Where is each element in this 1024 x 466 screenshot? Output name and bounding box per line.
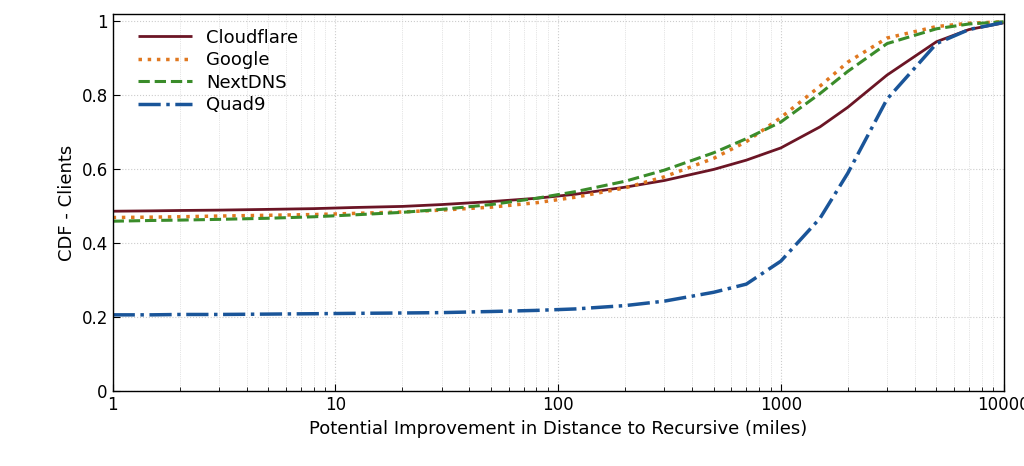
- Cloudflare: [774, 145, 786, 151]
- Google: [774, 115, 786, 120]
- Cloudflare: [618, 185, 631, 190]
- NextDNS: [881, 41, 893, 47]
- Google: [347, 211, 359, 216]
- Line: Cloudflare: Cloudflare: [113, 23, 1004, 211]
- NextDNS: [931, 26, 943, 32]
- NextDNS: [997, 19, 1010, 25]
- NextDNS: [569, 189, 582, 194]
- Google: [842, 59, 854, 65]
- Quad9: [307, 311, 319, 316]
- Cloudflare: [435, 202, 447, 207]
- Cloudflare: [881, 72, 893, 78]
- Quad9: [774, 258, 786, 264]
- Quad9: [530, 308, 543, 313]
- Google: [569, 194, 582, 200]
- Google: [485, 205, 498, 210]
- Google: [307, 212, 319, 217]
- Cloudflare: [814, 124, 826, 130]
- Google: [963, 21, 975, 26]
- Quad9: [569, 306, 582, 312]
- Quad9: [106, 312, 119, 318]
- NextDNS: [618, 178, 631, 184]
- Google: [814, 83, 826, 89]
- NextDNS: [842, 69, 854, 74]
- Google: [106, 215, 119, 220]
- Quad9: [931, 41, 943, 47]
- Quad9: [396, 310, 409, 316]
- NextDNS: [814, 91, 826, 96]
- NextDNS: [658, 167, 671, 173]
- Line: NextDNS: NextDNS: [113, 22, 1004, 221]
- NextDNS: [708, 150, 720, 156]
- Quad9: [145, 312, 158, 318]
- Google: [997, 19, 1010, 25]
- Quad9: [435, 310, 447, 315]
- NextDNS: [740, 136, 753, 142]
- NextDNS: [435, 206, 447, 212]
- Cloudflare: [530, 195, 543, 201]
- Quad9: [963, 27, 975, 32]
- Legend: Cloudflare, Google, NextDNS, Quad9: Cloudflare, Google, NextDNS, Quad9: [130, 21, 305, 122]
- Quad9: [708, 289, 720, 295]
- Line: Google: Google: [113, 22, 1004, 218]
- Cloudflare: [213, 207, 225, 213]
- Quad9: [814, 215, 826, 221]
- Cloudflare: [997, 20, 1010, 26]
- Quad9: [618, 303, 631, 308]
- Cloudflare: [931, 39, 943, 45]
- Cloudflare: [347, 205, 359, 210]
- Quad9: [740, 281, 753, 287]
- NextDNS: [106, 219, 119, 224]
- Quad9: [658, 298, 671, 304]
- Cloudflare: [173, 208, 185, 213]
- Cloudflare: [396, 204, 409, 209]
- Quad9: [213, 312, 225, 317]
- Google: [708, 156, 720, 161]
- Cloudflare: [569, 192, 582, 197]
- Cloudflare: [740, 158, 753, 163]
- X-axis label: Potential Improvement in Distance to Recursive (miles): Potential Improvement in Distance to Rec…: [309, 420, 807, 438]
- Quad9: [347, 310, 359, 316]
- Cloudflare: [106, 208, 119, 214]
- NextDNS: [485, 202, 498, 207]
- NextDNS: [963, 21, 975, 27]
- Cloudflare: [708, 167, 720, 172]
- Google: [213, 213, 225, 219]
- Google: [658, 174, 671, 179]
- Cloudflare: [307, 206, 319, 212]
- NextDNS: [213, 217, 225, 222]
- Google: [931, 24, 943, 29]
- NextDNS: [774, 119, 786, 125]
- Quad9: [485, 308, 498, 314]
- Google: [881, 35, 893, 41]
- Line: Quad9: Quad9: [113, 22, 1004, 315]
- NextDNS: [347, 212, 359, 218]
- Quad9: [881, 96, 893, 102]
- NextDNS: [530, 195, 543, 201]
- Quad9: [173, 312, 185, 317]
- Cloudflare: [262, 206, 274, 212]
- NextDNS: [262, 215, 274, 221]
- Google: [530, 200, 543, 206]
- Google: [396, 209, 409, 215]
- Cloudflare: [145, 208, 158, 213]
- Google: [435, 207, 447, 213]
- NextDNS: [307, 214, 319, 219]
- Cloudflare: [658, 178, 671, 183]
- Google: [618, 185, 631, 191]
- NextDNS: [145, 218, 158, 223]
- Quad9: [842, 170, 854, 176]
- Google: [145, 214, 158, 220]
- Cloudflare: [842, 104, 854, 110]
- NextDNS: [396, 210, 409, 215]
- NextDNS: [173, 217, 185, 223]
- Cloudflare: [963, 27, 975, 32]
- Quad9: [997, 20, 1010, 25]
- Google: [173, 214, 185, 219]
- Google: [262, 212, 274, 218]
- Cloudflare: [485, 199, 498, 205]
- Google: [740, 139, 753, 144]
- Quad9: [262, 311, 274, 317]
- Y-axis label: CDF - Clients: CDF - Clients: [57, 144, 76, 261]
